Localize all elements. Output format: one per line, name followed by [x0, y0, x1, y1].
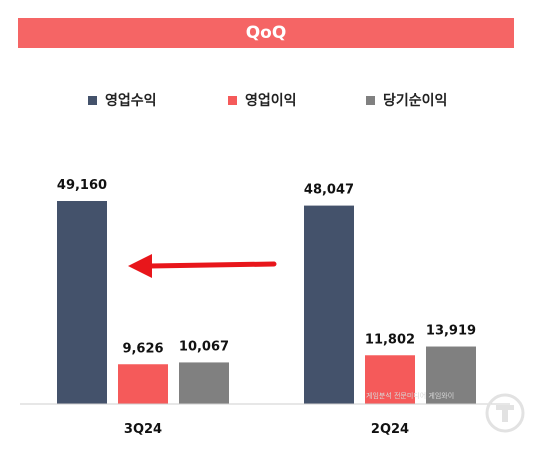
- chart-title-banner: QoQ: [18, 18, 514, 48]
- bar-operating-profit-3q24: [118, 364, 168, 404]
- legend-item-revenue: 영업수익: [88, 90, 157, 110]
- legend-label-revenue: 영업수익: [105, 93, 157, 109]
- bars-group: [57, 201, 476, 404]
- chart-title: QoQ: [245, 23, 287, 43]
- value-label-revenue-2q24: 48,047: [304, 183, 354, 198]
- arrow-annotation: [128, 254, 277, 278]
- legend-swatch-net-income: [366, 95, 375, 105]
- watermark-text: 게임분석 전문미디어 게임와이: [366, 391, 454, 400]
- value-label-operating-profit-2q24: 11,802: [365, 332, 415, 347]
- value-labels-group: 49,160 9,626 10,067 48,047 11,802 13,919: [57, 178, 476, 356]
- legend-swatch-operating-profit: [228, 95, 237, 105]
- value-label-revenue-3q24: 49,160: [57, 178, 107, 193]
- arrow-shaft: [147, 261, 277, 269]
- value-label-operating-profit-3q24: 9,626: [122, 341, 163, 356]
- bar-net-income-2q24: [426, 346, 476, 404]
- arrow-head: [128, 254, 152, 278]
- watermark-logo-icon: [485, 393, 525, 433]
- category-label-3q24: 3Q24: [124, 422, 162, 437]
- bar-net-income-3q24: [179, 362, 229, 404]
- legend-swatch-revenue: [88, 95, 97, 105]
- legend-item-operating-profit: 영업이익: [228, 90, 297, 110]
- bar-revenue-2q24: [304, 205, 354, 404]
- legend-label-net-income: 당기순이익: [383, 93, 448, 109]
- category-labels-group: 3Q24 2Q24: [124, 422, 409, 437]
- legend-item-net-income: 당기순이익: [366, 90, 447, 110]
- bar-revenue-3q24: [57, 201, 107, 404]
- value-label-net-income-3q24: 10,067: [179, 339, 229, 354]
- value-label-net-income-2q24: 13,919: [426, 324, 476, 339]
- bar-operating-profit-2q24: [365, 355, 415, 404]
- legend-label-operating-profit: 영업이익: [245, 93, 297, 109]
- legend: 영업수익 영업이익 당기순이익: [0, 90, 541, 112]
- category-label-2q24: 2Q24: [371, 422, 409, 437]
